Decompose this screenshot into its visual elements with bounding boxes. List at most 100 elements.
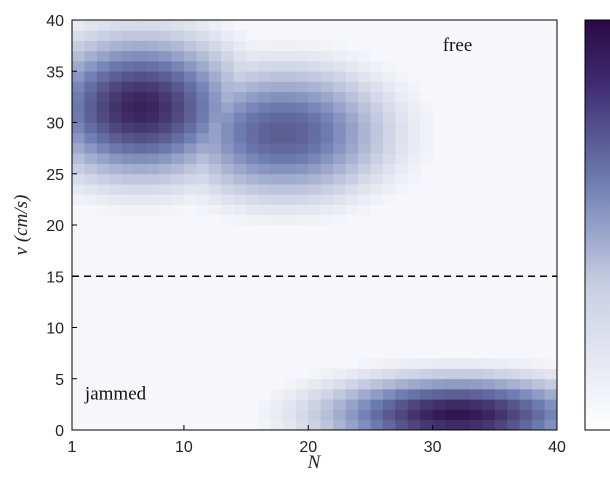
- heatmap-cell: [445, 399, 458, 410]
- heatmap-cell: [258, 132, 272, 144]
- x-tick-label: 1: [68, 439, 77, 456]
- heatmap-cell: [84, 132, 98, 144]
- heatmap-cell: [221, 30, 235, 41]
- heatmap-cell: [370, 91, 384, 103]
- heatmap-cell: [146, 40, 160, 52]
- heatmap-cell: [482, 419, 496, 431]
- heatmap-cell: [283, 102, 297, 113]
- heatmap-cell: [134, 61, 148, 72]
- heatmap-cell: [270, 173, 284, 185]
- heatmap-cell: [246, 122, 259, 134]
- heatmap-cell: [532, 399, 545, 410]
- heatmap-cell: [295, 409, 309, 421]
- heatmap-cell: [208, 163, 222, 175]
- heatmap-cell: [295, 204, 309, 216]
- heatmap-cell: [382, 389, 396, 400]
- heatmap-cell: [121, 153, 135, 164]
- heatmap-cell: [457, 358, 471, 369]
- heatmap-cell: [308, 173, 322, 185]
- heatmap-cell: [109, 184, 123, 195]
- heatmap-cell: [258, 40, 272, 52]
- heatmap-cell: [333, 102, 346, 113]
- heatmap-cell: [345, 419, 359, 431]
- heatmap-cell: [382, 71, 396, 82]
- heatmap-cell: [221, 214, 235, 226]
- heatmap-cell: [72, 143, 85, 154]
- heatmap-cell: [283, 40, 297, 52]
- heatmap-cell: [358, 61, 371, 72]
- heatmap-cell: [159, 71, 172, 82]
- heatmap-cell: [333, 368, 346, 380]
- heatmap-cell: [221, 173, 235, 185]
- heatmap-cell: [258, 173, 272, 185]
- heatmap-cell: [258, 71, 272, 82]
- heatmap-cell: [283, 132, 297, 144]
- heatmap-cell: [233, 143, 247, 154]
- heatmap-cell: [72, 153, 85, 164]
- heatmap-cell: [544, 378, 558, 390]
- heatmap-cell: [382, 194, 396, 205]
- heatmap-cell: [246, 153, 259, 164]
- heatmap-cell: [121, 91, 135, 103]
- heatmap-cell: [283, 173, 297, 185]
- y-axis-label: v (cm/s): [11, 195, 32, 256]
- heatmap-cell: [308, 112, 322, 123]
- heatmap-cell: [395, 173, 409, 185]
- heatmap-cell: [72, 163, 85, 175]
- heatmap-cell: [134, 81, 148, 93]
- heatmap-cell: [469, 389, 483, 400]
- heatmap-cell: [221, 20, 235, 31]
- heatmap-cell: [382, 163, 396, 175]
- heatmap-cell: [283, 163, 297, 175]
- heatmap-cell: [395, 389, 409, 400]
- heatmap-cell: [469, 368, 483, 380]
- heatmap-cell: [370, 132, 384, 144]
- heatmap-cell: [96, 194, 110, 205]
- heatmap-cell: [457, 399, 471, 410]
- heatmap-cell: [358, 81, 371, 93]
- heatmap-cell: [507, 358, 521, 369]
- heatmap-cell: [183, 81, 197, 93]
- heatmap-cell: [395, 419, 409, 431]
- heatmap-cell: [283, 71, 297, 82]
- heatmap-cell: [221, 50, 235, 62]
- heatmap-cell: [420, 153, 434, 164]
- heatmap-cell: [246, 132, 259, 144]
- heatmap-cell: [183, 194, 197, 205]
- x-tick-label: 40: [548, 439, 566, 456]
- heatmap-cell: [320, 71, 334, 82]
- heatmap-cell: [382, 419, 396, 431]
- heatmap-cell: [171, 61, 185, 72]
- heatmap-cell: [469, 358, 483, 369]
- heatmap-cell: [370, 122, 384, 134]
- y-tick-label: 15: [46, 269, 64, 286]
- heatmap-cell: [208, 173, 222, 185]
- heatmap-cell: [233, 61, 247, 72]
- heatmap-cell: [320, 91, 334, 103]
- x-tick-label: 20: [299, 439, 317, 456]
- heatmap-cell: [532, 419, 545, 431]
- heatmap-cell: [233, 163, 247, 175]
- heatmap-cell: [507, 389, 521, 400]
- heatmap-cell: [208, 20, 222, 31]
- heatmap-cell: [445, 368, 458, 380]
- heatmap-cell: [171, 71, 185, 82]
- heatmap-cell: [233, 50, 247, 62]
- heatmap-cell: [519, 389, 533, 400]
- heatmap-cell: [270, 40, 284, 52]
- heatmap-cell: [183, 153, 197, 164]
- heatmap-cell: [84, 91, 98, 103]
- heatmap-cell: [519, 378, 533, 390]
- heatmap-cell: [395, 132, 409, 144]
- heatmap-cell: [345, 204, 359, 216]
- heatmap-cell: [258, 204, 272, 216]
- heatmap-cell: [146, 122, 160, 134]
- heatmap-cell: [507, 419, 521, 431]
- heatmap-cell: [146, 184, 160, 195]
- heatmap-cell: [134, 112, 148, 123]
- heatmap-cell: [96, 143, 110, 154]
- heatmap-cell: [258, 399, 272, 410]
- heatmap-cell: [159, 40, 172, 52]
- heatmap-cell: [407, 132, 421, 144]
